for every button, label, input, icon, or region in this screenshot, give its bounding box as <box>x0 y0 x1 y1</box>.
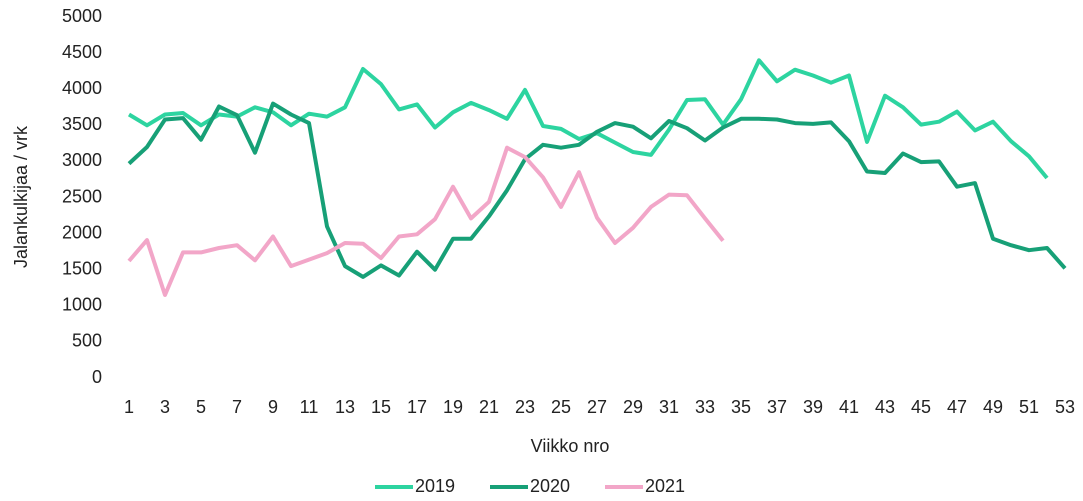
x-tick-label: 53 <box>1055 397 1075 417</box>
y-tick-label: 4000 <box>62 78 102 98</box>
x-tick-label: 9 <box>268 397 278 417</box>
legend-label: 2020 <box>530 476 570 496</box>
x-tick-label: 19 <box>443 397 463 417</box>
x-tick-label: 13 <box>335 397 355 417</box>
legend-label: 2019 <box>415 476 455 496</box>
x-tick-label: 27 <box>587 397 607 417</box>
y-tick-label: 5000 <box>62 6 102 26</box>
x-tick-label: 49 <box>983 397 1003 417</box>
x-axis-title: Viikko nro <box>531 436 610 456</box>
x-tick-label: 25 <box>551 397 571 417</box>
x-tick-label: 29 <box>623 397 643 417</box>
x-tick-label: 11 <box>300 397 319 417</box>
x-tick-label: 33 <box>695 397 715 417</box>
x-tick-label: 35 <box>731 397 751 417</box>
x-tick-label: 1 <box>124 397 134 417</box>
series-line <box>127 101 1067 279</box>
x-tick-label: 45 <box>911 397 931 417</box>
x-tick-label: 5 <box>196 397 206 417</box>
series-line <box>127 145 725 297</box>
y-tick-label: 500 <box>72 331 102 351</box>
x-tick-label: 39 <box>803 397 823 417</box>
y-tick-label: 4500 <box>62 42 102 62</box>
y-tick-label: 1000 <box>62 295 102 315</box>
x-tick-label: 51 <box>1019 397 1039 417</box>
x-tick-label: 31 <box>659 397 679 417</box>
y-tick-label: 0 <box>92 367 102 387</box>
y-tick-label: 1500 <box>62 258 102 278</box>
x-tick-label: 47 <box>947 397 967 417</box>
x-tick-label: 15 <box>371 397 391 417</box>
x-tick-label: 23 <box>515 397 535 417</box>
x-tick-label: 37 <box>767 397 787 417</box>
y-tick-label: 3000 <box>62 150 102 170</box>
x-tick-label: 17 <box>407 397 427 417</box>
x-tick-label: 3 <box>160 397 170 417</box>
y-tick-label: 2000 <box>62 222 102 242</box>
y-tick-label: 3500 <box>62 114 102 134</box>
x-tick-label: 43 <box>875 397 895 417</box>
legend-label: 2021 <box>645 476 685 496</box>
y-tick-label: 2500 <box>62 186 102 206</box>
x-tick-label: 41 <box>839 397 859 417</box>
x-tick-label: 7 <box>232 397 242 417</box>
x-tick-label: 21 <box>479 397 499 417</box>
y-axis-title: Jalankulkijaa / vrk <box>11 125 31 268</box>
